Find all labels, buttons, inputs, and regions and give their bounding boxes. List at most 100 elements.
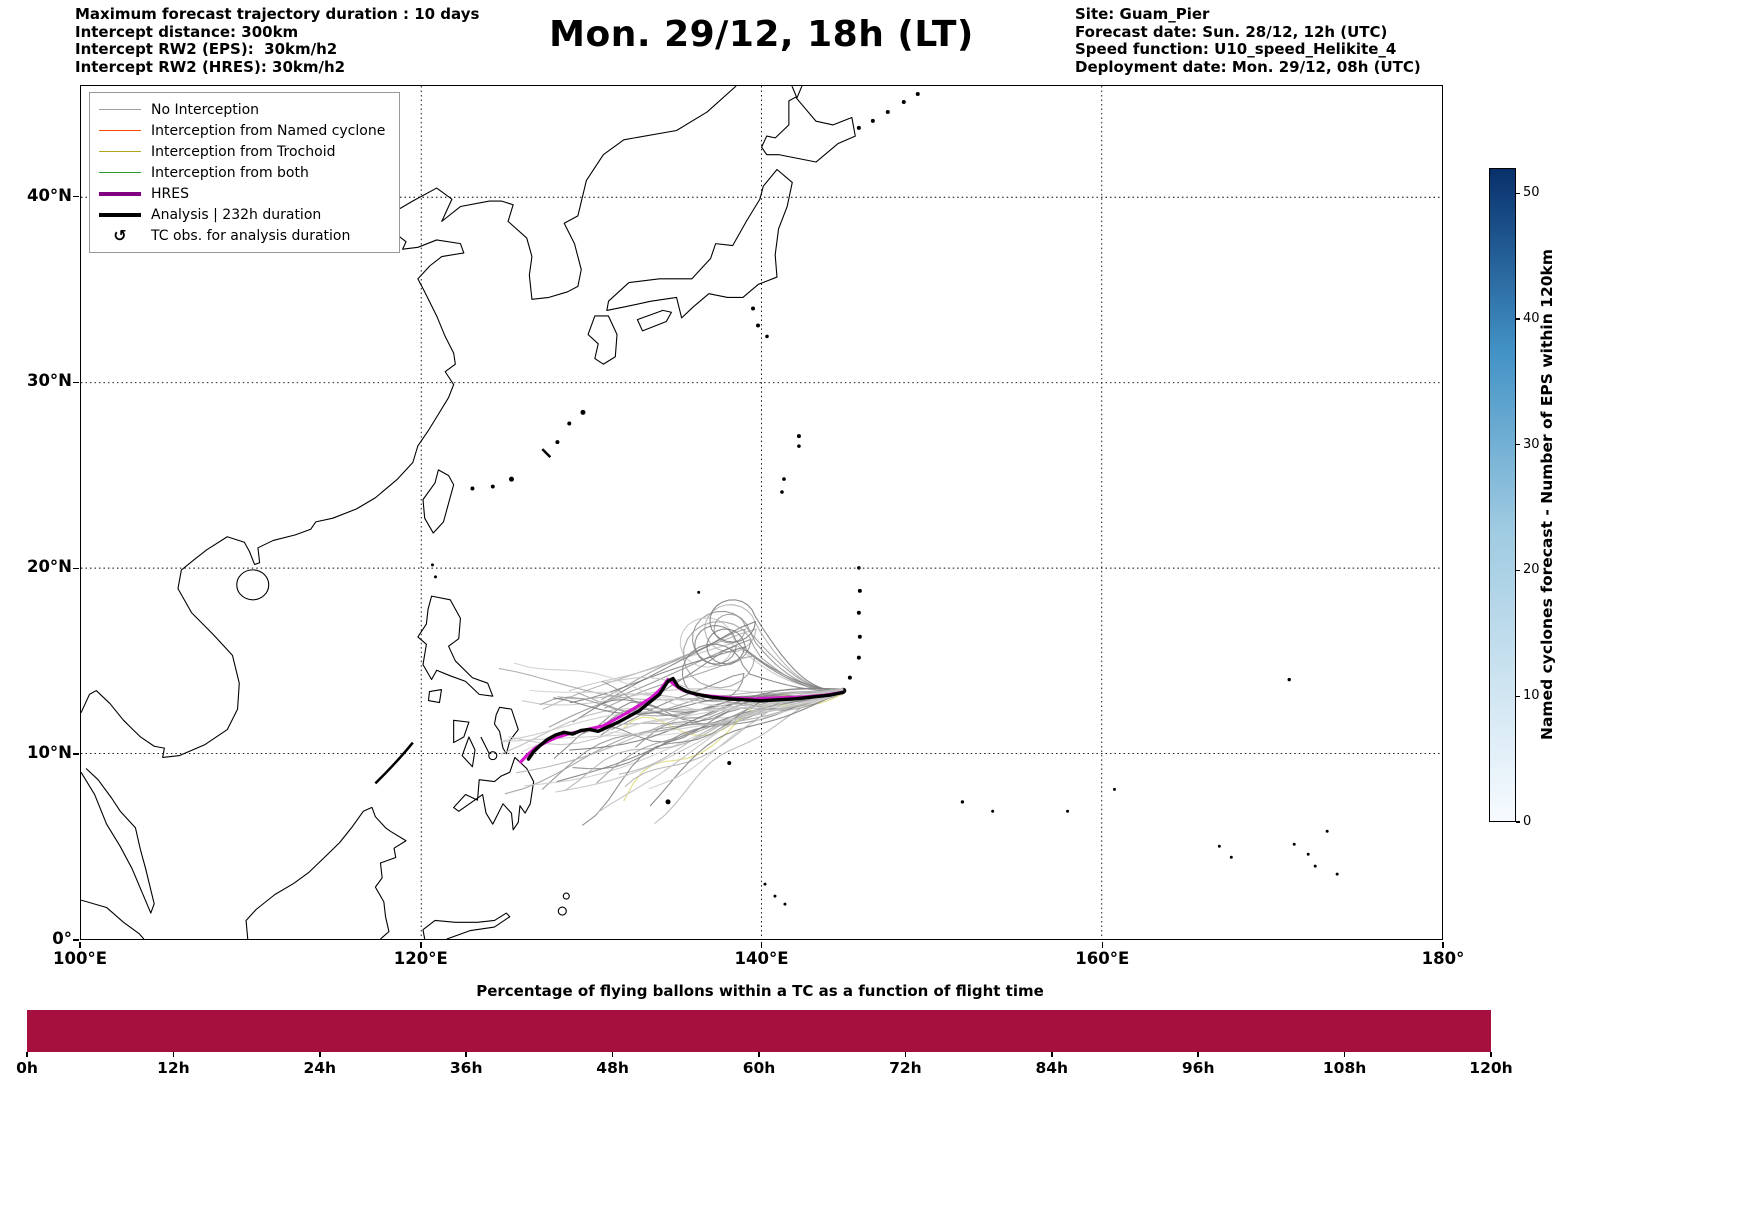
x-tick-label: 160°E xyxy=(1075,949,1130,968)
flight-tick-mark xyxy=(1197,1052,1199,1057)
info-line: Site: Guam_Pier xyxy=(1075,5,1210,23)
flight-tick-mark xyxy=(172,1052,175,1057)
legend-swatch xyxy=(99,171,141,174)
colorbar xyxy=(1489,168,1516,822)
ensemble-trajectory-loop xyxy=(572,599,842,723)
colorbar-tick-mark xyxy=(1516,821,1520,823)
x-tick-label: 120°E xyxy=(393,949,448,968)
island-dot xyxy=(1292,842,1296,846)
flight-tick-label: 72h xyxy=(889,1059,922,1077)
legend-item: Interception from both xyxy=(99,162,385,183)
island-dot xyxy=(857,634,862,639)
island-dot xyxy=(783,902,787,906)
island-dots xyxy=(430,91,1339,906)
coastline-kyushu xyxy=(587,315,618,365)
map-canvas xyxy=(81,86,1442,939)
coastline-sulawesi xyxy=(422,912,511,939)
island-dot xyxy=(857,566,861,570)
island-dot xyxy=(796,434,801,439)
legend-label: Interception from Named cyclone xyxy=(151,122,386,139)
island-dot xyxy=(727,761,732,766)
ensemble-trajectory-loop xyxy=(604,621,842,709)
island-dot-wake xyxy=(1287,677,1291,682)
flight-tick-label: 96h xyxy=(1181,1059,1215,1077)
colorbar-tick-label: 0 xyxy=(1523,814,1532,829)
island-dot xyxy=(773,894,777,898)
island-dot xyxy=(763,882,767,886)
legend-item: Interception from Named cyclone xyxy=(99,120,385,141)
legend-line-sample xyxy=(99,150,141,153)
island-dot xyxy=(508,476,514,482)
legend-label: Interception from both xyxy=(151,164,309,181)
flight-tick-mark xyxy=(319,1052,321,1057)
flight-tick-label: 48h xyxy=(596,1059,629,1077)
run-config-block: Maximum forecast trajectory duration : 1… xyxy=(75,5,480,76)
analysis-trajectory xyxy=(526,676,845,761)
x-tick-mark xyxy=(760,941,763,948)
ensemble-trajectory xyxy=(529,689,844,709)
coastline-shikoku xyxy=(636,309,672,332)
flight-tick-label: 108h xyxy=(1322,1059,1367,1077)
coastline-sumatra xyxy=(81,899,145,939)
island-dot xyxy=(1325,829,1329,833)
y-tick-label: 40°N xyxy=(26,185,72,205)
island-dot xyxy=(1229,855,1233,859)
legend-label: TC obs. for analysis duration xyxy=(151,227,351,244)
legend-swatch xyxy=(99,129,141,132)
ensemble-trajectory xyxy=(648,691,844,790)
legend-line-sample xyxy=(99,129,141,132)
legend-item: Analysis | 232h duration xyxy=(99,204,385,225)
ensemble-trajectory xyxy=(556,692,844,783)
island-dot xyxy=(856,655,861,660)
island-dot xyxy=(665,799,671,805)
flight-tick-mark xyxy=(465,1052,467,1057)
y-tick-mark xyxy=(72,381,79,384)
island-dot xyxy=(555,440,560,445)
coastline-halmahera xyxy=(557,906,567,916)
ensemble-trajectory-loop xyxy=(568,617,845,693)
config-line: Maximum forecast trajectory duration : 1… xyxy=(75,5,480,23)
info-line: Deployment date: Mon. 29/12, 08h (UTC) xyxy=(1075,57,1421,76)
flight-tick-mark xyxy=(611,1052,614,1057)
flight-tick-label: 120h xyxy=(1469,1059,1513,1077)
coastlines xyxy=(81,86,856,939)
colorbar-tick-mark xyxy=(1516,318,1520,320)
island-dot xyxy=(580,409,586,415)
x-tick-mark xyxy=(1442,941,1444,948)
ensemble-trajectory-loop xyxy=(569,628,844,704)
colorbar-label: Named cyclones forecast - Number of EPS … xyxy=(1538,249,1556,741)
coastline-asia-mainland xyxy=(81,86,737,758)
coastline-palawan xyxy=(374,741,414,785)
legend-label: Interception from Trochoid xyxy=(151,143,336,160)
island-dot xyxy=(1066,809,1070,813)
coastline-samar-leyte xyxy=(493,706,519,755)
island-dot xyxy=(857,588,862,593)
island-dot xyxy=(697,590,701,594)
coastline-cebu xyxy=(480,736,490,754)
colorbar-tick-mark xyxy=(1516,444,1520,446)
flight-chart-title: Percentage of flying ballons within a TC… xyxy=(476,982,1044,1000)
flight-tick-label: 60h xyxy=(742,1059,776,1077)
island-dot xyxy=(885,109,890,114)
island-dot xyxy=(490,484,495,489)
island-dot xyxy=(870,118,875,123)
island-dot xyxy=(430,563,434,567)
config-line: Intercept RW2 (HRES): 30km/h2 xyxy=(75,57,346,76)
ensemble-trajectory xyxy=(649,691,844,807)
page-title: Mon. 29/12, 18h (LT) xyxy=(549,14,974,55)
flight-tick-label: 84h xyxy=(1035,1059,1069,1077)
coastline-okinawa xyxy=(541,448,552,459)
trajectory-map: No Interception Interception from Named c… xyxy=(80,85,1443,940)
legend-swatch xyxy=(99,191,141,196)
island-dot xyxy=(915,91,920,96)
flight-tick-mark xyxy=(26,1052,28,1057)
island-dot xyxy=(797,444,801,448)
info-line: Forecast date: Sun. 28/12, 12h (UTC) xyxy=(1075,22,1388,41)
coastline-mindoro xyxy=(427,689,443,704)
legend-item: No Interception xyxy=(99,99,385,120)
y-tick-mark xyxy=(72,567,79,569)
legend-label: Analysis | 232h duration xyxy=(151,206,322,223)
island-dot xyxy=(751,306,756,311)
colorbar-tick-mark xyxy=(1516,192,1520,194)
